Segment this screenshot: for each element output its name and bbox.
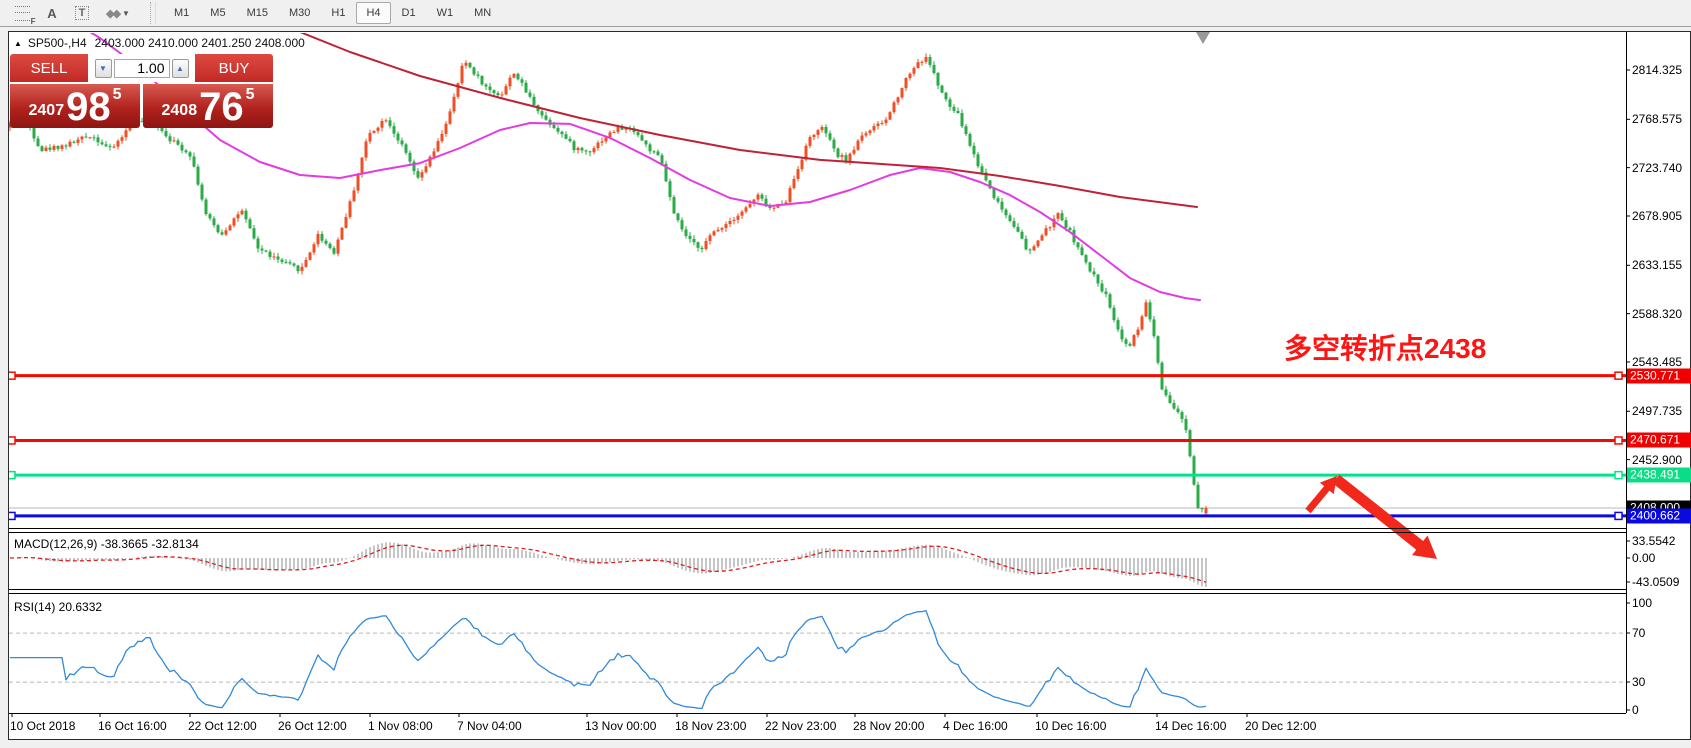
time-axis-label: 14 Dec 16:00 [1155,719,1227,733]
one-click-trading-panel: SELL ▼ ▲ BUY 2407 98 5 2408 76 5 [10,54,273,128]
timeframe-button-h1[interactable]: H1 [331,7,346,19]
hline-price-label: 2470.671 [1627,432,1691,448]
shapes-tool-icon[interactable]: ◆◆ ▼ [106,7,130,20]
price-chart-svg [9,32,1630,717]
forecast-arrow-2 [1332,474,1437,559]
ma-fast-line [89,33,1201,302]
forecast-arrow-1 [1305,476,1337,514]
time-axis-label: 20 Dec 12:00 [1245,719,1317,733]
time-axis-label: 18 Nov 23:00 [675,719,747,733]
sell-button[interactable]: SELL [10,54,88,82]
toolbar-separator [150,2,156,24]
price-tick-label: 2633.155 [1632,258,1683,273]
timeframe-button-m15[interactable]: M15 [246,7,268,19]
text-tool-icon[interactable]: A [47,5,57,21]
time-axis-label: 28 Nov 20:00 [853,719,925,733]
buy-button[interactable]: BUY [195,54,273,82]
price-tick-label: 2814.325 [1632,63,1683,77]
time-axis-label: 7 Nov 04:00 [457,719,522,733]
one-click-collapse-icon[interactable]: ▲ [14,38,22,48]
macd-pane-label: MACD(12,26,9) -38.3665 -32.8134 [14,537,199,551]
time-axis-label: 4 Dec 16:00 [943,719,1008,733]
macd-tick-label: -43.0509 [1632,575,1680,589]
price-tick-label: 2588.320 [1632,306,1683,321]
rsi-tick-label: 0 [1632,703,1639,717]
ohlc-values: 2403.000 2410.000 2401.250 2408.000 [94,36,305,50]
timeframe-bar: M1 M5 M15 M30 H1 H4 D1 W1 MN [164,2,502,24]
time-axis-label: 22 Nov 23:00 [765,719,837,733]
rsi-tick-label: 100 [1632,596,1653,610]
hline-price-label: 2400.662 [1627,508,1691,524]
volume-stepper: ▼ ▲ [88,54,195,82]
chart-title: ▲ SP500-,H4 2403.000 2410.000 2401.250 2… [14,36,305,50]
symbol-label: SP500-,H4 [27,36,87,50]
macd-tick-label: 33.5542 [1632,534,1676,548]
timeframe-button-m30[interactable]: M30 [288,7,311,19]
chevron-down-icon: ▼ [122,8,130,18]
timeframe-button-m5[interactable]: M5 [210,7,226,19]
fibonacci-tool-icon[interactable]: F [8,2,36,26]
rsi-line [10,609,1207,710]
rsi-pane-label: RSI(14) 20.6332 [14,600,103,614]
trend-annotation-text[interactable]: 多空转折点2438 [1284,333,1487,364]
price-tick-label: 2723.740 [1632,160,1683,175]
timeframe-button-mn[interactable]: MN [474,7,492,19]
time-axis-label: 16 Oct 16:00 [98,719,167,733]
toolbar: F A T ◆◆ ▼ M1 M5 M15 M30 H1 H4 D1 W1 MN [0,0,1691,27]
hline-price-label: 2530.771 [1627,368,1691,384]
macd-tick-label: 0.00 [1632,551,1656,565]
timeframe-button-w1[interactable]: W1 [436,7,454,19]
time-axis-label: 1 Nov 08:00 [368,719,433,733]
rsi-tick-label: 30 [1632,675,1646,689]
time-axis-label: 26 Oct 12:00 [278,719,347,733]
time-axis-label: 22 Oct 12:00 [188,719,257,733]
ma-slow-line [299,33,1198,208]
timeframe-button-d1[interactable]: D1 [401,7,416,19]
buy-quote[interactable]: 2408 76 5 [143,84,273,128]
price-tick-label: 2678.905 [1632,208,1683,223]
chart-area[interactable] [8,31,1691,740]
volume-input[interactable] [113,58,170,78]
timeframe-button-m1[interactable]: M1 [174,7,190,19]
timeframe-button-h4[interactable]: H4 [356,2,391,24]
time-axis-label: 13 Nov 00:00 [585,719,657,733]
price-tick-label: 2543.485 [1632,354,1683,369]
sell-quote[interactable]: 2407 98 5 [10,84,140,128]
price-tick-label: 2452.900 [1632,452,1683,467]
time-axis-label: 10 Dec 16:00 [1035,719,1107,733]
hline-price-label: 2438.491 [1627,467,1691,483]
volume-increase-button[interactable]: ▲ [171,58,189,78]
chart-shift-marker-icon [1196,32,1210,44]
volume-decrease-button[interactable]: ▼ [94,58,112,78]
price-tick-label: 2497.735 [1632,404,1683,419]
price-tick-label: 2768.575 [1632,112,1683,127]
time-axis-label: 10 Oct 2018 [10,719,76,733]
macd-signal-line [10,544,1207,583]
rsi-tick-label: 70 [1632,626,1646,640]
text-label-tool-icon[interactable]: T [68,2,96,24]
